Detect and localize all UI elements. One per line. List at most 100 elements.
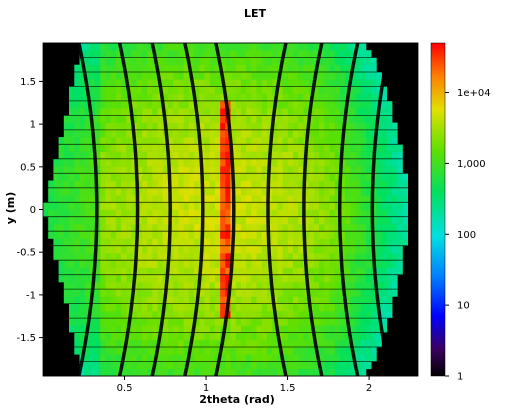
heatmap-cell (115, 310, 122, 319)
heatmap-cell (115, 144, 122, 152)
heatmap-cell (246, 347, 252, 355)
heatmap-cell (293, 202, 299, 210)
heatmap-cell (345, 108, 351, 116)
heatmap-cell (319, 72, 325, 80)
heatmap-cell (240, 187, 247, 196)
heatmap-cell (95, 115, 101, 123)
heatmap-cell (131, 318, 138, 326)
heatmap-cell (345, 303, 351, 312)
heatmap-cell (277, 289, 283, 297)
heatmap-cell (183, 267, 190, 275)
heatmap-cell (246, 289, 252, 297)
heatmap-cell (110, 137, 117, 145)
heatmap-cell (136, 347, 143, 355)
heatmap-cell (178, 289, 184, 297)
heatmap-cell (303, 216, 309, 225)
heatmap-cell (365, 180, 372, 189)
heatmap-cell (84, 115, 91, 123)
heatmap-cell (126, 347, 132, 355)
heatmap-cell (204, 281, 211, 290)
heatmap-cell (392, 274, 398, 283)
heatmap-cell (256, 202, 263, 210)
heatmap-cell (209, 72, 216, 80)
heatmap-cell (157, 137, 164, 145)
heatmap-cell (397, 195, 403, 203)
heatmap-cell (115, 252, 122, 261)
heatmap-cell (324, 64, 330, 73)
heatmap-cell (251, 318, 257, 326)
heatmap-cell (293, 173, 299, 181)
heatmap-cell (293, 195, 299, 203)
heatmap-cell (277, 173, 283, 181)
heatmap-cell (58, 274, 65, 283)
heatmap-cell (329, 129, 336, 138)
heatmap-cell (84, 158, 91, 167)
heatmap-cell (277, 325, 283, 333)
heatmap-cell (74, 100, 80, 109)
heatmap-cell (209, 43, 216, 51)
heatmap-cell (303, 187, 309, 196)
heatmap-cell (261, 281, 268, 290)
heatmap-cell (298, 281, 304, 290)
heatmap-cell (282, 318, 289, 326)
heatmap-cell (74, 79, 80, 87)
heatmap-cell (183, 216, 190, 225)
heatmap-cell (282, 57, 289, 66)
heatmap-cell (277, 57, 283, 66)
tube-boundary-arc (77, 42, 99, 377)
heatmap-cell (381, 274, 388, 283)
heatmap-cell (334, 310, 341, 319)
heatmap-cell (360, 296, 367, 304)
heatmap-cell (214, 180, 221, 189)
heatmap-cell (178, 122, 184, 131)
heatmap-cell (178, 303, 184, 312)
heatmap-cell (74, 216, 80, 225)
heatmap-cell (345, 122, 351, 131)
heatmap-cell (110, 238, 117, 247)
heatmap-cell (58, 267, 65, 275)
heatmap-cell (131, 195, 138, 203)
heatmap-cell (178, 216, 184, 225)
heatmap-cell (131, 216, 138, 225)
heatmap-cell (303, 195, 309, 203)
heatmap-cell (105, 129, 112, 138)
heatmap-cell (43, 209, 49, 218)
heatmap-cell (339, 339, 346, 348)
heatmap-cell (251, 245, 257, 254)
heatmap-cell (230, 339, 237, 348)
heatmap-cell (386, 289, 393, 297)
heatmap-cell (329, 166, 336, 174)
heatmap-cell (115, 289, 122, 297)
heatmap-cell (246, 108, 252, 116)
heatmap-cell (251, 267, 257, 275)
heatmap-cell (319, 93, 325, 102)
heatmap-cell (168, 43, 174, 51)
heatmap-cell (95, 339, 101, 348)
heatmap-cell (105, 100, 112, 109)
heatmap-cell (287, 187, 294, 196)
heatmap-cell (105, 368, 112, 377)
heatmap-cell (287, 100, 294, 109)
heatmap-cell (142, 122, 148, 131)
heatmap-cell (261, 354, 268, 362)
heatmap-cell (298, 137, 304, 145)
heatmap-cell (79, 173, 86, 181)
heatmap-cell (214, 347, 221, 355)
heatmap-cell (136, 224, 143, 232)
heatmap-cell (214, 303, 221, 312)
heatmap-cell (131, 361, 138, 370)
heatmap-cell (105, 137, 112, 145)
heatmap-cell (136, 260, 143, 268)
heatmap-cell (256, 79, 263, 87)
heatmap-cell (334, 339, 341, 348)
heatmap-cell (188, 100, 195, 109)
heatmap-cell (183, 325, 190, 333)
heatmap-cell (334, 122, 341, 131)
heatmap-cell (329, 187, 336, 196)
heatmap-cell (365, 267, 372, 275)
heatmap-cell (339, 296, 346, 304)
heatmap-cell (131, 332, 138, 341)
heatmap-cell (69, 187, 75, 196)
heatmap-cell (319, 129, 325, 138)
heatmap-cell (89, 332, 96, 341)
